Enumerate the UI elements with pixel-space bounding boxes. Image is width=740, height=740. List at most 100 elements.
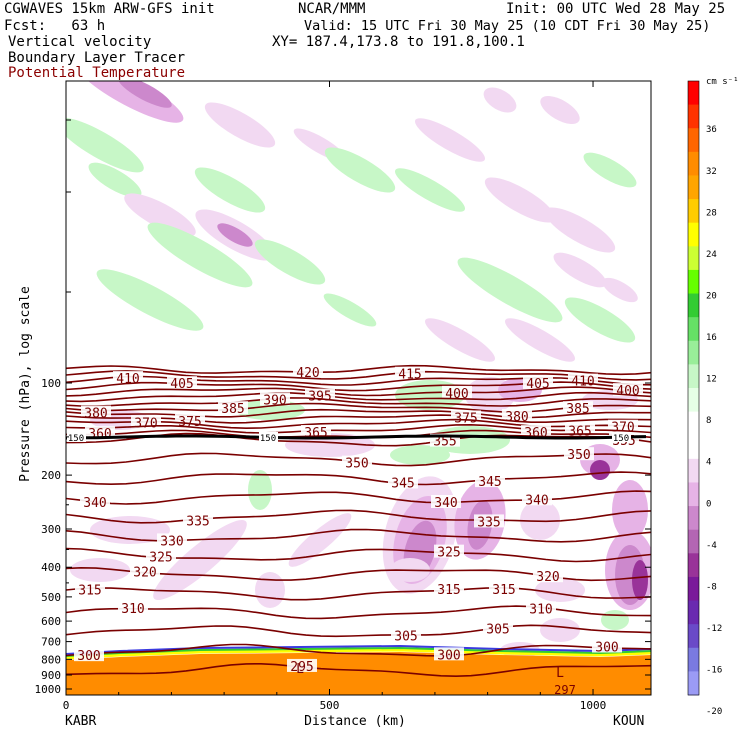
vv-cell [70, 558, 130, 582]
theta-label-400: 400 [616, 384, 639, 399]
theta-label-325: 325 [149, 551, 172, 566]
tropopause-150-line [66, 434, 647, 440]
theta-label-bg [442, 385, 472, 399]
vv-cell [540, 96, 580, 124]
theta-label-405: 405 [170, 377, 193, 392]
theta-label-315: 315 [492, 583, 515, 598]
low-L-label: L [556, 666, 564, 681]
theta-label-bg [564, 447, 594, 461]
colorbar-label: -16 [706, 666, 722, 676]
theta-contour-415 [66, 370, 651, 381]
theta-label-bg [342, 455, 372, 469]
colorbar-swatch [688, 317, 699, 342]
theta-contour-400 [66, 386, 651, 397]
theta-label-bg [75, 582, 105, 596]
terrain-edge-yellow [66, 648, 651, 660]
theta-label-bg [474, 514, 504, 528]
theta-label-300: 300 [437, 648, 460, 663]
chart-title: CGWAVES 15km ARW-GFS init [4, 1, 215, 17]
theta-label-bg [533, 569, 563, 583]
vv-cell [632, 560, 648, 600]
vv-cell [96, 269, 204, 331]
vv-cell [153, 519, 247, 601]
theta-label-bg [74, 648, 104, 662]
vv-cell [288, 513, 352, 567]
theta-contour-375 [66, 414, 651, 424]
plot-frame [65, 80, 652, 696]
theta-label-395: 395 [308, 390, 331, 405]
colorbar-swatch [688, 364, 699, 389]
vv-cell [602, 277, 638, 303]
x-tick-label: 0 [63, 699, 70, 712]
level-150-label: 150 [613, 434, 629, 444]
vv-cell [520, 500, 560, 540]
vv-cell [484, 177, 556, 223]
theta-label-bg [523, 376, 553, 390]
vv-cell [255, 572, 285, 608]
vv-cell [217, 223, 253, 247]
x-axis-label: Distance (km) [304, 714, 406, 729]
theta-label-325: 325 [437, 546, 460, 561]
y-tick-label: 400 [41, 561, 61, 574]
colorbar-swatch [688, 647, 699, 672]
vv-cell [323, 293, 377, 327]
theta-label-bg [388, 475, 418, 489]
theta-label-bg [81, 405, 111, 419]
theta-contour-390 [66, 397, 651, 407]
theta-label-330: 330 [160, 534, 183, 549]
theta-label-bg [434, 544, 464, 558]
theta-label-315: 315 [78, 583, 101, 598]
theta-label-bg [489, 582, 519, 596]
colorbar-label: 4 [706, 458, 711, 468]
theta-label-300: 300 [595, 641, 618, 656]
colorbar-swatch [688, 671, 699, 696]
theta-contour-305 [66, 624, 651, 638]
theta-contour-370 [66, 418, 651, 430]
colorbar-frame [687, 80, 700, 696]
theta-label-305: 305 [486, 622, 509, 637]
level-150-label: 150 [260, 434, 276, 444]
theta-label-bg [395, 366, 425, 380]
y-tick-label: 200 [41, 469, 61, 482]
theta-label-bg [391, 628, 421, 642]
theta-label-340: 340 [525, 493, 548, 508]
colorbar-swatch [688, 388, 699, 413]
vv-cell [147, 222, 253, 288]
field-vertical-velocity: Vertical velocity [8, 34, 152, 50]
colorbar-label: -12 [706, 624, 722, 634]
theta-label-bg [563, 401, 593, 415]
theta-contour-295 [66, 662, 651, 678]
theta-contour-420 [66, 364, 651, 376]
vv-cell [425, 318, 495, 362]
theta-contour-365 [66, 423, 651, 434]
theta-label-355: 355 [433, 435, 456, 450]
theta-label-305: 305 [394, 630, 417, 645]
colorbar: 36 32 28 24 20 16 12 8 4 0 -4 -8 -12 -16 -20 [687, 80, 722, 717]
xy-endpoints: XY= 187.4,173.8 to 191.8,100.1 [272, 34, 525, 50]
theta-label-bg [218, 401, 248, 415]
colorbar-label: 8 [706, 416, 711, 426]
terrain [66, 644, 651, 695]
vv-cell [553, 252, 607, 288]
colorbar-label: 12 [706, 375, 717, 385]
theta-label-315: 315 [437, 583, 460, 598]
theta-label-295: 295 [290, 660, 313, 675]
level-150-label-bg [67, 432, 86, 442]
chart-source: NCAR/MMM [298, 1, 366, 17]
vv-cell [66, 117, 144, 173]
colorbar-swatch [688, 175, 699, 200]
theta-label-bg [522, 492, 552, 506]
colorbar-swatch [688, 269, 699, 295]
theta-label-340: 340 [434, 496, 457, 511]
theta-label-bg [526, 601, 556, 615]
vv-cell [590, 460, 610, 480]
theta-contour-395 [66, 391, 651, 403]
theta-label-350: 350 [345, 457, 368, 472]
theta-label-385: 385 [221, 402, 244, 417]
level-150-label-bg [259, 432, 278, 442]
valid-time: Valid: 15 UTC Fri 30 May 25 (10 CDT Fri … [304, 18, 711, 34]
theta-label-335: 335 [477, 515, 500, 530]
forecast-hour: Fcst: 63 h [4, 18, 106, 34]
theta-label-bg [475, 474, 505, 488]
vv-cell [544, 207, 616, 253]
